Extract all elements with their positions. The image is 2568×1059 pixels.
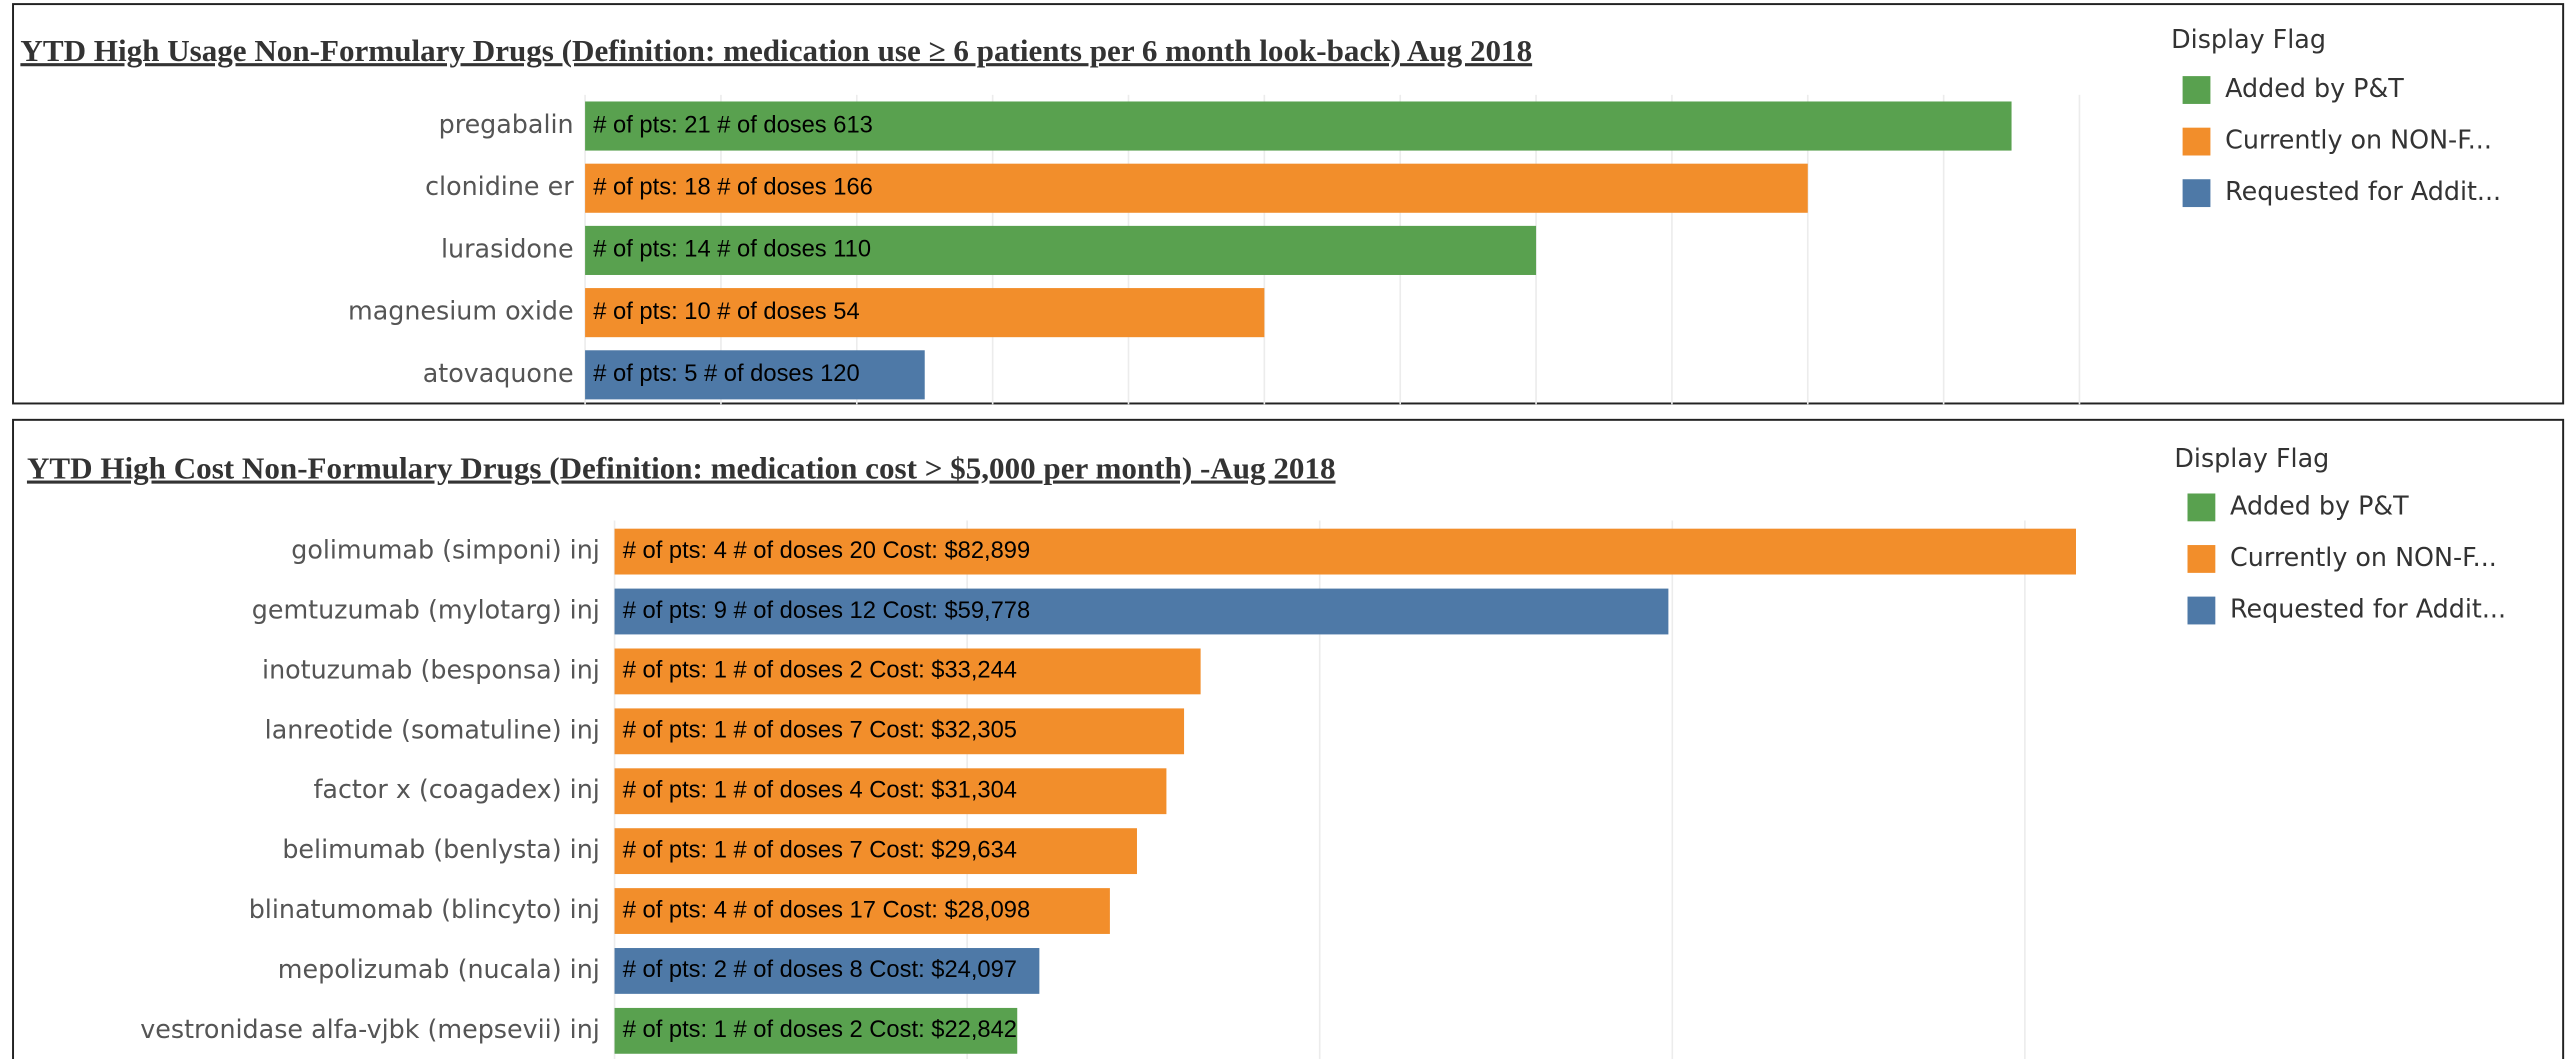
category-label: belimumab (benlysta) inj bbox=[282, 834, 600, 864]
legend-label: Requested for Addit... bbox=[2230, 594, 2506, 624]
data-label: # of pts: 9 # of doses 12 Cost: $59,778 bbox=[623, 598, 1030, 624]
data-label: # of pts: 21 # of doses 613 bbox=[593, 112, 873, 138]
legend-label: Currently on NON-F... bbox=[2225, 125, 2492, 155]
bar bbox=[614, 708, 1185, 755]
data-label: # of pts: 1 # of doses 7 Cost: $29,634 bbox=[623, 837, 1017, 863]
bar bbox=[614, 768, 1167, 815]
category-label: blinatumomab (blincyto) inj bbox=[249, 894, 600, 924]
data-label: # of pts: 5 # of doses 120 bbox=[593, 361, 859, 387]
data-label: # of pts: 4 # of doses 20 Cost: $82,899 bbox=[623, 538, 1030, 564]
bar bbox=[614, 528, 2076, 575]
bar bbox=[585, 225, 1537, 275]
category-label: pregabalin bbox=[439, 109, 574, 139]
category-label: lanreotide (somatuline) inj bbox=[265, 714, 600, 744]
category-label: golimumab (simponi) inj bbox=[291, 535, 600, 565]
data-label: # of pts: 1 # of doses 2 Cost: $33,244 bbox=[623, 658, 1017, 684]
data-label: # of pts: 2 # of doses 8 Cost: $24,097 bbox=[623, 957, 1017, 983]
legend-title: Display Flag bbox=[2171, 24, 2326, 54]
panel-border bbox=[12, 418, 2565, 1059]
bar bbox=[585, 350, 925, 400]
data-label: # of pts: 14 # of doses 110 bbox=[593, 237, 871, 263]
category-label: magnesium oxide bbox=[348, 296, 574, 326]
bar bbox=[585, 288, 1265, 338]
legend-swatch bbox=[2182, 76, 2211, 104]
chart-title: YTD High Usage Non-Formulary Drugs (Defi… bbox=[20, 33, 1532, 68]
bar bbox=[614, 1007, 1018, 1054]
data-label: # of pts: 1 # of doses 7 Cost: $32,305 bbox=[623, 718, 1017, 744]
category-label: mepolizumab (nucala) inj bbox=[278, 954, 600, 984]
legend-label: Requested for Addit... bbox=[2225, 176, 2501, 206]
data-label: # of pts: 4 # of doses 17 Cost: $28,098 bbox=[623, 897, 1030, 923]
legend-label: Added by P&T bbox=[2230, 490, 2409, 520]
bar bbox=[614, 588, 1669, 635]
bar bbox=[585, 101, 2012, 151]
category-label: atovaquone bbox=[423, 358, 574, 388]
legend-label: Added by P&T bbox=[2225, 73, 2404, 103]
legend-swatch bbox=[2187, 545, 2216, 573]
data-label: # of pts: 1 # of doses 4 Cost: $31,304 bbox=[623, 777, 1017, 803]
category-label: gemtuzumab (mylotarg) inj bbox=[252, 595, 600, 625]
category-label: factor x (coagadex) inj bbox=[313, 774, 599, 804]
data-label: # of pts: 10 # of doses 54 bbox=[593, 299, 859, 325]
bar bbox=[614, 888, 1110, 934]
legend-title: Display Flag bbox=[2174, 443, 2329, 473]
data-label: # of pts: 18 # of doses 166 bbox=[593, 174, 873, 200]
legend-swatch bbox=[2182, 127, 2211, 156]
legend-label: Currently on NON-F... bbox=[2230, 542, 2497, 572]
category-label: inotuzumab (besponsa) inj bbox=[262, 654, 600, 684]
panel-border bbox=[12, 3, 2565, 405]
category-label: vestronidase alfa-vjbk (mepsevii) inj bbox=[140, 1014, 600, 1044]
bar bbox=[585, 163, 1808, 213]
bar bbox=[614, 648, 1201, 695]
bar bbox=[614, 828, 1137, 875]
data-label: # of pts: 1 # of doses 2 Cost: $22,842 bbox=[623, 1017, 1017, 1043]
legend-swatch bbox=[2187, 596, 2216, 625]
category-label: lurasidone bbox=[441, 233, 574, 263]
legend-swatch bbox=[2182, 179, 2211, 208]
bar bbox=[614, 948, 1040, 994]
legend-swatch bbox=[2187, 493, 2216, 522]
chart-title: YTD High Cost Non-Formulary Drugs (Defin… bbox=[27, 451, 1336, 486]
category-label: clonidine er bbox=[425, 171, 574, 201]
